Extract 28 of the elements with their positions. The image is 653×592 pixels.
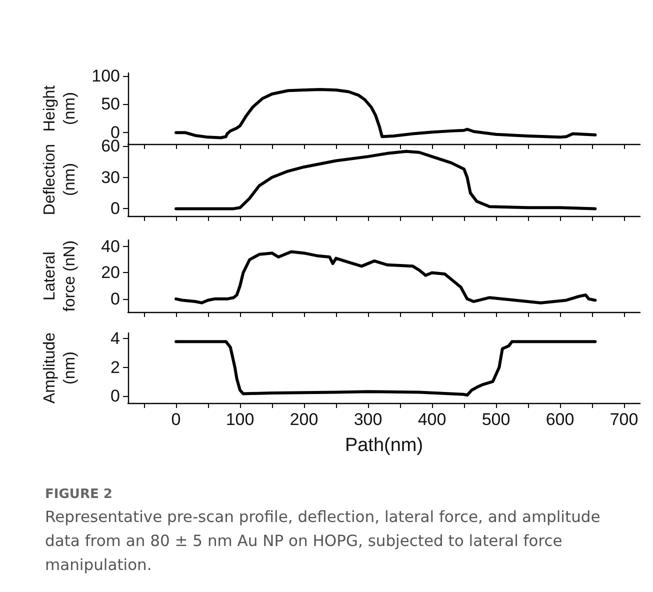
x-tick-label: 700 (610, 410, 638, 429)
line-series (174, 88, 597, 140)
x-tick-label: 200 (290, 410, 318, 429)
x-tick-label: 500 (482, 410, 510, 429)
x-tick-label: 300 (354, 410, 382, 429)
y-axis-title: Amplitude (nm) (42, 332, 78, 404)
text: Representative pre-scan profile, deflection, lateral force, and amplitude data from an 80 ± 5 nm Au NP on HOPG, subjected to lateral force manipulation. (45, 507, 602, 576)
x-tick-label: 600 (546, 410, 574, 429)
line-series (174, 250, 597, 304)
y-tick-label: 0 (110, 199, 120, 218)
x-tick-label: 100 (226, 410, 254, 429)
y-tick-label: 30 (101, 168, 120, 187)
y-tick-label: 100 (92, 66, 120, 86)
y-tick-label: 50 (101, 94, 120, 114)
y-tick-label: 0 (110, 289, 120, 308)
y-axis-title: Deflection (nm) (42, 144, 78, 216)
y-axis-title: Lateral force (nN) (42, 240, 78, 312)
y-axis-title: Height (nm) (42, 84, 78, 132)
x-tick-label: 400 (418, 410, 446, 429)
x-tick-label: 0 (171, 410, 181, 429)
y-tick-label: 0 (110, 386, 120, 406)
y-tick-label: 20 (101, 263, 120, 282)
line-series (174, 340, 597, 397)
x-axis-title: Path(nm) (344, 435, 424, 456)
y-tick-label: 4 (110, 329, 120, 348)
y-tick-label: 40 (101, 237, 120, 256)
caption: FIGURE 2 (45, 487, 114, 502)
y-tick-label: 2 (110, 358, 120, 377)
